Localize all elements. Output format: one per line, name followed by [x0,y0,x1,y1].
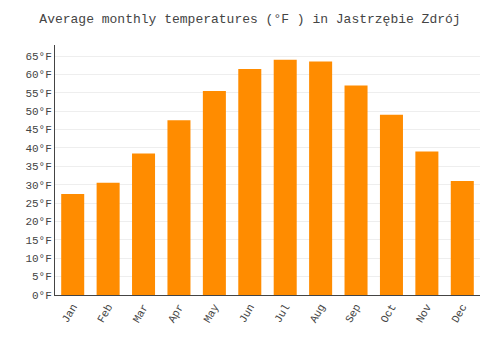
svg-text:0°F: 0°F [32,290,52,302]
svg-text:Jun: Jun [237,302,257,325]
svg-text:Oct: Oct [379,302,399,325]
svg-text:May: May [201,302,221,325]
svg-text:Apr: Apr [166,302,186,325]
svg-text:50°F: 50°F [25,106,51,118]
svg-text:25°F: 25°F [25,198,51,210]
svg-text:Nov: Nov [414,302,434,325]
svg-text:60°F: 60°F [25,69,51,81]
svg-text:Feb: Feb [95,302,115,325]
svg-text:Mar: Mar [131,302,151,325]
svg-text:35°F: 35°F [25,161,51,173]
svg-text:15°F: 15°F [25,235,51,247]
svg-text:Aug: Aug [308,302,328,325]
svg-text:45°F: 45°F [25,124,51,136]
svg-text:65°F: 65°F [25,51,51,63]
svg-text:30°F: 30°F [25,180,51,192]
svg-text:Average monthly temperatures (: Average monthly temperatures (°F ) in Ja… [39,12,460,27]
svg-text:Jul: Jul [272,302,292,325]
svg-text:55°F: 55°F [25,88,51,100]
svg-text:5°F: 5°F [32,271,52,283]
svg-text:Sep: Sep [343,302,363,325]
svg-text:Jan: Jan [60,302,80,325]
svg-text:10°F: 10°F [25,253,51,265]
svg-text:Dec: Dec [449,302,469,325]
svg-text:20°F: 20°F [25,216,51,228]
svg-text:40°F: 40°F [25,143,51,155]
